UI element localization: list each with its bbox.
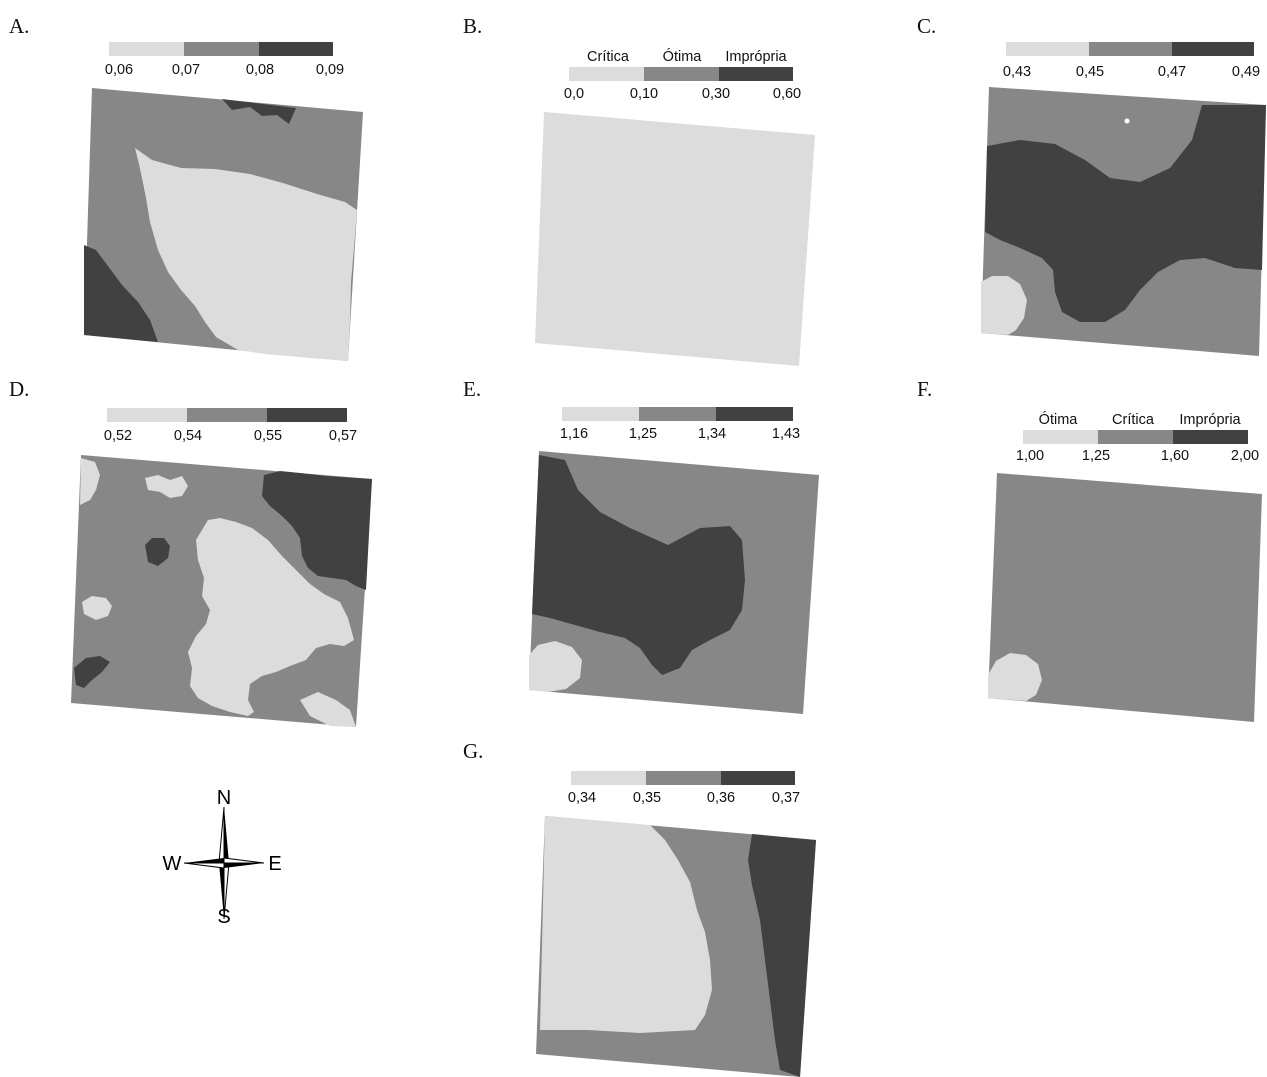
compass-rose-icon: N S W E bbox=[163, 787, 282, 928]
legend-tick: 0,34 bbox=[567, 790, 597, 806]
legend-class-critica: Crítica bbox=[587, 49, 629, 65]
compass-west-label: W bbox=[163, 853, 182, 875]
legend-swatch-dark bbox=[259, 42, 333, 56]
legend-tick: 0,35 bbox=[632, 790, 662, 806]
legend-tick: 1,25 bbox=[1081, 448, 1111, 464]
legend-swatch-medium bbox=[187, 408, 267, 422]
legend-class-impropria: Imprópria bbox=[1179, 412, 1241, 428]
legend-swatch-light bbox=[562, 407, 639, 421]
legend-swatch-light bbox=[107, 408, 187, 422]
legend-swatch-dark bbox=[1173, 430, 1248, 444]
legend-swatch-light bbox=[569, 67, 644, 81]
legend-tick: 0,08 bbox=[245, 62, 275, 78]
legend-tick: 0,45 bbox=[1075, 64, 1105, 80]
legend-swatch-dark bbox=[1172, 42, 1254, 56]
legend-tick: 0,60 bbox=[772, 86, 802, 102]
legend-swatch-dark bbox=[267, 408, 347, 422]
legend-swatch-dark bbox=[719, 67, 793, 81]
legend-swatch-medium bbox=[184, 42, 259, 56]
panel-label-c: C. bbox=[917, 14, 937, 38]
panel-label-a: A. bbox=[9, 14, 30, 38]
legend-swatch-dark bbox=[721, 771, 795, 785]
legend-tick: 0,36 bbox=[706, 790, 736, 806]
legend-class-otima: Ótima bbox=[662, 49, 702, 65]
legend-tick: 0,54 bbox=[173, 428, 203, 444]
compass-east-label: E bbox=[268, 853, 281, 875]
legend-tick: 1,34 bbox=[697, 426, 727, 442]
legend-tick: 0,37 bbox=[771, 790, 801, 806]
legend-swatch-medium bbox=[644, 67, 719, 81]
legend-tick: 0,43 bbox=[1002, 64, 1032, 80]
legend-class-critica: Crítica bbox=[1112, 412, 1154, 428]
legend-swatch-medium bbox=[1089, 42, 1172, 56]
legend-swatch-light bbox=[1006, 42, 1089, 56]
legend-tick: 0,47 bbox=[1157, 64, 1187, 80]
legend-swatch-dark bbox=[716, 407, 793, 421]
compass-north-label: N bbox=[217, 787, 231, 809]
legend-swatch-medium bbox=[639, 407, 716, 421]
legend-tick: 0,0 bbox=[563, 86, 585, 102]
legend-tick: 0,09 bbox=[315, 62, 345, 78]
legend-tick: 1,43 bbox=[771, 426, 801, 442]
legend-tick: 0,55 bbox=[253, 428, 283, 444]
panel-label-b: B. bbox=[463, 14, 483, 38]
panel-label-f: F. bbox=[917, 377, 933, 401]
legend-tick: 0,49 bbox=[1231, 64, 1261, 80]
legend-swatch-light bbox=[109, 42, 184, 56]
legend-tick: 2,00 bbox=[1230, 448, 1260, 464]
legend-tick: 1,00 bbox=[1015, 448, 1045, 464]
legend-swatch-medium bbox=[646, 771, 721, 785]
legend-swatch-light bbox=[1023, 430, 1098, 444]
legend-tick: 1,25 bbox=[628, 426, 658, 442]
legend-tick: 0,10 bbox=[629, 86, 659, 102]
legend-swatch-medium bbox=[1098, 430, 1173, 444]
legend-swatch-light bbox=[571, 771, 646, 785]
legend-tick: 0,06 bbox=[104, 62, 134, 78]
panel-label-e: E. bbox=[463, 377, 482, 401]
legend-class-otima: Ótima bbox=[1038, 412, 1078, 428]
legend-tick: 0,07 bbox=[171, 62, 201, 78]
legend-class-impropria: Imprópria bbox=[725, 49, 787, 65]
legend-tick: 0,57 bbox=[328, 428, 358, 444]
panel-label-d: D. bbox=[9, 377, 30, 401]
legend-tick: 1,60 bbox=[1160, 448, 1190, 464]
legend-tick: 0,30 bbox=[701, 86, 731, 102]
panel-label-g: G. bbox=[463, 739, 484, 763]
legend-tick: 1,16 bbox=[559, 426, 589, 442]
compass-south-label: S bbox=[217, 906, 230, 928]
legend-tick: 0,52 bbox=[103, 428, 133, 444]
